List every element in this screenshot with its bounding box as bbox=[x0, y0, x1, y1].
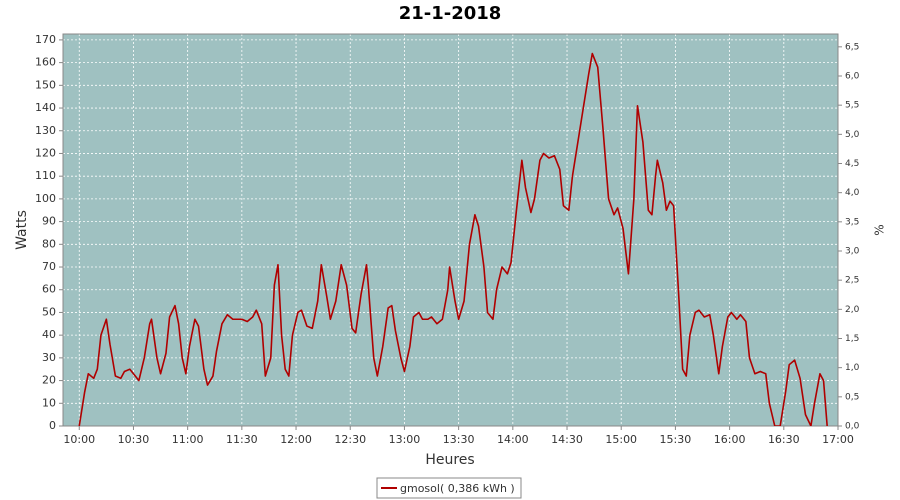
x-tick-label: 13:00 bbox=[389, 433, 421, 446]
x-tick-label: 15:00 bbox=[605, 433, 637, 446]
data-line bbox=[78, 52, 828, 426]
y-tick-label: 40 bbox=[42, 328, 56, 341]
legend-box bbox=[376, 477, 522, 499]
y-tick-label: 90 bbox=[42, 215, 56, 228]
y2-tick-label: 5,5 bbox=[845, 101, 859, 111]
y-tick-label: 0 bbox=[49, 419, 56, 432]
y2-tick-label: 0,0 bbox=[845, 422, 860, 432]
plot-border bbox=[62, 33, 839, 427]
y-tick-label: 100 bbox=[35, 192, 56, 205]
y-tick-label: 120 bbox=[35, 146, 56, 159]
x-tick-label: 11:30 bbox=[226, 433, 258, 446]
y-tick-label: 10 bbox=[42, 396, 56, 409]
y-tick-label: 110 bbox=[35, 169, 56, 182]
y2-tick-label: 0,5 bbox=[845, 392, 859, 402]
x-tick-label: 10:30 bbox=[118, 433, 150, 446]
y-tick-label: 50 bbox=[42, 305, 56, 318]
y2-tick-label: 4,0 bbox=[845, 188, 860, 198]
y-tick-label: 70 bbox=[42, 260, 56, 273]
y2-tick-label: 3,5 bbox=[845, 217, 859, 227]
x-tick-label: 11:00 bbox=[172, 433, 204, 446]
x-tick-label: 16:00 bbox=[714, 433, 746, 446]
legend-label: gmosol( 0,386 kWh ) bbox=[400, 482, 515, 495]
y-tick-label: 20 bbox=[42, 374, 56, 387]
x-tick-label: 12:00 bbox=[280, 433, 312, 446]
x-tick-label: 13:30 bbox=[443, 433, 475, 446]
y2-tick-label: 3,0 bbox=[845, 247, 860, 257]
y2-tick-label: 1,0 bbox=[845, 363, 860, 373]
y-tick-label: 160 bbox=[35, 56, 56, 69]
y2-tick-label: 6,0 bbox=[845, 72, 860, 82]
x-axis-label: Heures bbox=[425, 452, 474, 468]
y-tick-label: 140 bbox=[35, 101, 56, 114]
x-tick-label: 10:00 bbox=[63, 433, 95, 446]
x-tick-label: 14:30 bbox=[551, 433, 583, 446]
y2-tick-label: 5,0 bbox=[845, 130, 860, 140]
y-tick-label: 30 bbox=[42, 351, 56, 364]
plot-background bbox=[63, 34, 838, 426]
x-tick-label: 15:30 bbox=[660, 433, 692, 446]
y-axis-label: Watts bbox=[14, 210, 30, 250]
chart-title: 21-1-2018 bbox=[399, 3, 502, 24]
x-tick-label: 14:00 bbox=[497, 433, 529, 446]
y2-tick-label: 6,5 bbox=[845, 42, 859, 52]
y2-axis-label: % bbox=[873, 224, 887, 235]
y-tick-label: 130 bbox=[35, 124, 56, 137]
y-tick-label: 170 bbox=[35, 33, 56, 46]
y2-tick-label: 2,5 bbox=[845, 276, 859, 286]
x-tick-label: 12:30 bbox=[334, 433, 366, 446]
y2-tick-label: 1,5 bbox=[845, 334, 859, 344]
x-tick-label: 16:30 bbox=[768, 433, 800, 446]
x-tick-label: 17:00 bbox=[822, 433, 854, 446]
y2-tick-label: 4,5 bbox=[845, 159, 859, 169]
y-tick-label: 150 bbox=[35, 78, 56, 91]
y2-tick-label: 2,0 bbox=[845, 305, 860, 315]
y-tick-label: 80 bbox=[42, 237, 56, 250]
y-tick-label: 60 bbox=[42, 283, 56, 296]
